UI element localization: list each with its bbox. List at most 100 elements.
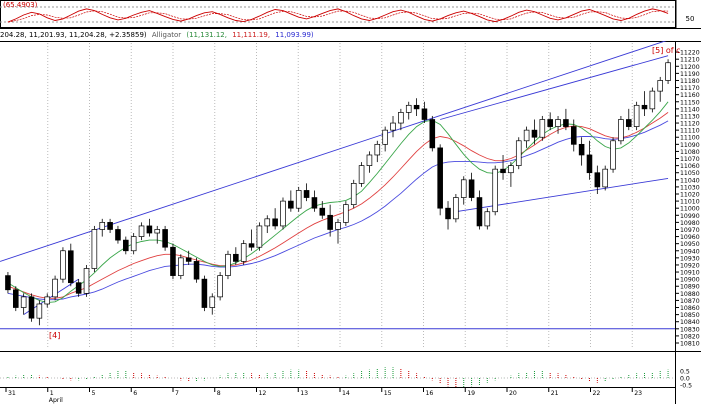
price-tick-label: 11070 xyxy=(680,156,700,163)
price-tick-label: 11010 xyxy=(680,199,700,206)
teeth-value: 11,111.19, xyxy=(232,31,271,39)
oscillator-value: (65.4903) xyxy=(3,1,38,9)
price-tick-label: 10880 xyxy=(680,291,700,298)
price-tick-label: 11040 xyxy=(680,177,700,184)
wave4-label: [4] xyxy=(49,331,60,340)
candle-body xyxy=(523,129,530,142)
candle-body xyxy=(311,197,318,209)
candle-body xyxy=(240,243,247,262)
price-tick-label: 10980 xyxy=(680,220,700,227)
histogram-tick-label: -0.5 xyxy=(680,383,692,390)
price-tick-label: 10820 xyxy=(680,333,700,340)
price-tick-label: 11160 xyxy=(680,92,700,99)
price-tick-label: 10890 xyxy=(680,284,700,291)
jaw-value: (11,131.12, xyxy=(186,31,227,39)
price-tick-label: 10840 xyxy=(680,319,700,326)
candle-body xyxy=(618,119,624,142)
date-label: 20 xyxy=(509,390,517,397)
price-tick-label: 10870 xyxy=(680,298,700,305)
candle-body xyxy=(295,190,302,209)
price-chart: 1122011210112001119011180111701116011150… xyxy=(0,41,701,351)
date-label: 15 xyxy=(384,390,392,397)
candle-body xyxy=(468,179,475,198)
oscillator-chart: 50 xyxy=(0,0,701,29)
candle-body xyxy=(610,140,616,170)
candle-body xyxy=(382,129,388,145)
date-label: 31 xyxy=(8,390,16,397)
price-tick-label: 11060 xyxy=(680,163,700,170)
price-tick-label: 11200 xyxy=(680,64,700,71)
oscillator-signal-line xyxy=(7,10,669,23)
candle-body xyxy=(547,119,553,127)
candle-body xyxy=(91,229,98,269)
date-label: 22 xyxy=(593,390,601,397)
price-tick-label: 10830 xyxy=(680,326,700,333)
lower-channel-line xyxy=(455,177,669,213)
candle-body xyxy=(44,296,51,305)
candle-body xyxy=(531,129,538,138)
candle-body xyxy=(437,147,443,209)
candle-body xyxy=(264,218,271,227)
price-tick-label: 10950 xyxy=(680,241,700,248)
date-label: 12 xyxy=(259,390,267,397)
candle-body xyxy=(68,250,74,284)
candle-body xyxy=(665,62,671,81)
price-tick-label: 11120 xyxy=(680,121,700,128)
candle-body xyxy=(52,278,58,298)
price-tick-label: 10850 xyxy=(680,312,700,319)
candle-body xyxy=(75,282,82,294)
candle-body xyxy=(13,289,19,308)
candle-body xyxy=(453,197,459,220)
candle-body xyxy=(500,168,506,174)
candle-body xyxy=(248,243,255,248)
candle-body xyxy=(225,253,231,276)
candle-body xyxy=(586,154,593,174)
candle-body xyxy=(319,207,326,216)
price-tick-label: 10990 xyxy=(680,213,700,220)
quote-values: 204.28, 11,201.93, 11,204.28, +2.35859) xyxy=(0,31,147,39)
candle-body xyxy=(374,143,381,156)
candle-body xyxy=(492,168,498,213)
alligator-label: Alligator xyxy=(151,31,182,39)
price-tick-label: 11090 xyxy=(680,142,700,149)
price-tick-label: 10910 xyxy=(680,270,700,277)
oscillator-panel: 50 (65.4903) xyxy=(0,0,701,29)
candle-body xyxy=(657,80,663,92)
candle-body xyxy=(280,200,286,227)
candle-body xyxy=(649,90,656,110)
date-label: 16 xyxy=(426,390,434,397)
price-tick-label: 10920 xyxy=(680,262,700,269)
candle-body xyxy=(28,296,35,319)
candle-body xyxy=(83,268,90,294)
candle-body xyxy=(201,278,208,308)
price-tick-label: 11210 xyxy=(680,57,700,64)
date-label: 1 xyxy=(50,390,54,397)
candle-body xyxy=(633,104,640,127)
price-tick-label: 11050 xyxy=(680,170,700,177)
candle-body xyxy=(170,246,176,276)
price-tick-label: 10860 xyxy=(680,305,700,312)
candle-body xyxy=(350,183,357,205)
price-tick-label: 10900 xyxy=(680,277,700,284)
candle-body xyxy=(563,119,569,127)
candle-body xyxy=(154,229,161,234)
price-tick-label: 10810 xyxy=(680,341,700,348)
candle-body xyxy=(508,165,514,174)
candle-body xyxy=(602,168,608,188)
price-tick-label: 11130 xyxy=(680,113,700,120)
histogram-tick-label: 0.0 xyxy=(680,376,690,383)
candle-body xyxy=(539,119,546,138)
price-tick-label: 10970 xyxy=(680,227,700,234)
candle-body xyxy=(327,214,333,230)
oscillator-level-label: 50 xyxy=(686,15,695,23)
price-tick-label: 10940 xyxy=(680,248,700,255)
price-tick-label: 11170 xyxy=(680,85,700,92)
candle-body xyxy=(476,197,483,227)
date-label: 23 xyxy=(634,390,642,397)
candle-body xyxy=(515,140,522,166)
price-tick-label: 10960 xyxy=(680,234,700,241)
date-label: 14 xyxy=(342,390,350,397)
price-tick-label: 11080 xyxy=(680,149,700,156)
date-label: 13 xyxy=(300,390,308,397)
price-tick-label: 11150 xyxy=(680,99,700,106)
